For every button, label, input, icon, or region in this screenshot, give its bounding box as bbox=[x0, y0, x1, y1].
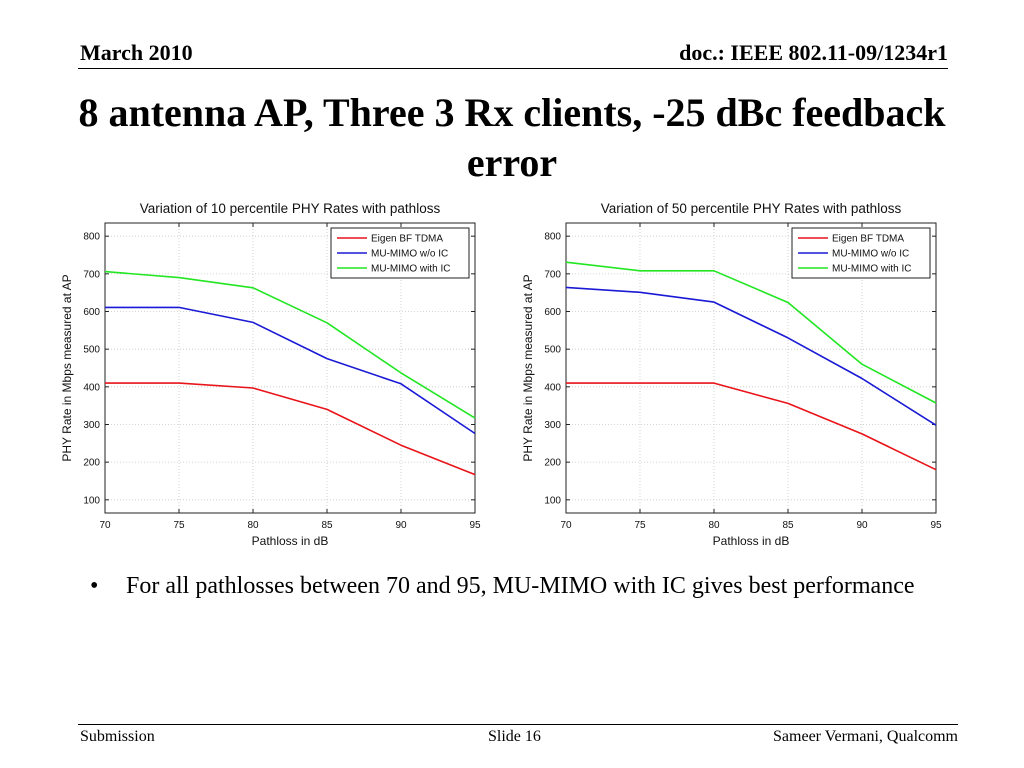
y-tick-label: 300 bbox=[544, 420, 561, 431]
y-tick-label: 500 bbox=[544, 345, 561, 356]
y-tick-label: 500 bbox=[83, 345, 100, 356]
footer-divider bbox=[78, 724, 958, 725]
y-tick-label: 200 bbox=[544, 458, 561, 469]
y-tick-label: 100 bbox=[83, 495, 100, 506]
x-tick-label: 80 bbox=[247, 520, 259, 531]
x-tick-label: 75 bbox=[634, 520, 646, 531]
legend: Eigen BF TDMA MU-MIMO w/o IC MU-MIMO with … bbox=[791, 227, 931, 279]
x-tick-label: 85 bbox=[782, 520, 794, 531]
bullet-symbol: • bbox=[90, 573, 99, 599]
series-line-3 bbox=[565, 261, 937, 404]
footer-slide-number: Slide 16 bbox=[488, 728, 541, 745]
footer-author: Sameer Vermani, Qualcomm bbox=[773, 728, 958, 745]
y-tick-label: 600 bbox=[544, 307, 561, 318]
series-line-1 bbox=[566, 382, 937, 471]
x-axis-label: Pathloss in dB bbox=[252, 534, 329, 548]
x-tick-label: 75 bbox=[173, 520, 185, 531]
bullet-text: For all pathlosses between 70 and 95, MU… bbox=[126, 573, 915, 599]
y-tick-label: 100 bbox=[544, 495, 561, 506]
footer-submission: Submission bbox=[80, 728, 155, 745]
chart-title: Variation of 10 percentile PHY Rates wit… bbox=[140, 201, 441, 216]
y-tick-label: 200 bbox=[83, 458, 100, 469]
legend-label-1: Eigen BF TDMA bbox=[371, 234, 443, 245]
header-doc-id: doc.: IEEE 802.11-09/1234r1 bbox=[679, 40, 948, 65]
series-line-2 bbox=[565, 286, 937, 426]
slide-title: 8 antenna AP, Three 3 Rx clients, -25 dB… bbox=[78, 90, 946, 185]
x-axis-label: Pathloss in dB bbox=[713, 534, 790, 548]
y-tick-label: 600 bbox=[83, 307, 100, 318]
y-tick-label: 700 bbox=[544, 269, 561, 280]
chart-10-percentile: Variation of 10 percentile PHY Rates wit… bbox=[50, 195, 520, 555]
chart-50-percentile: Variation of 50 percentile PHY Rates wit… bbox=[511, 195, 981, 555]
x-tick-label: 70 bbox=[99, 520, 111, 531]
series-line-2 bbox=[105, 306, 476, 435]
header-date: March 2010 bbox=[80, 40, 193, 65]
x-tick-label: 90 bbox=[395, 520, 407, 531]
legend: Eigen BF TDMA MU-MIMO w/o IC MU-MIMO with … bbox=[330, 227, 470, 279]
axes-box bbox=[565, 222, 937, 514]
x-tick-label: 95 bbox=[930, 520, 942, 531]
x-tick-label: 95 bbox=[469, 520, 481, 531]
y-axis-label: PHY Rate in Mbps measured at AP bbox=[521, 274, 535, 461]
y-tick-label: 700 bbox=[83, 269, 100, 280]
x-tick-label: 85 bbox=[321, 520, 333, 531]
x-tick-label: 80 bbox=[708, 520, 720, 531]
y-tick-label: 800 bbox=[83, 232, 100, 243]
x-tick-label: 70 bbox=[560, 520, 572, 531]
axes-box bbox=[104, 222, 476, 514]
chart-50-percentile-svg: Variation of 50 percentile PHY Rates wit… bbox=[521, 201, 942, 548]
y-tick-label: 800 bbox=[544, 232, 561, 243]
y-tick-label: 400 bbox=[544, 382, 561, 393]
legend-label-2: MU-MIMO w/o IC bbox=[371, 249, 448, 260]
header-divider bbox=[78, 68, 948, 69]
x-tick-label: 90 bbox=[856, 520, 868, 531]
series-line-3 bbox=[104, 270, 476, 419]
y-tick-label: 300 bbox=[83, 420, 100, 431]
legend-label-1: Eigen BF TDMA bbox=[832, 234, 904, 245]
legend-label-3: MU-MIMO with IC bbox=[832, 264, 911, 275]
y-tick-label: 400 bbox=[83, 382, 100, 393]
series-line-1 bbox=[105, 382, 476, 476]
chart-title: Variation of 50 percentile PHY Rates wit… bbox=[601, 201, 902, 216]
chart-10-percentile-svg: Variation of 10 percentile PHY Rates wit… bbox=[60, 201, 481, 548]
legend-label-2: MU-MIMO w/o IC bbox=[832, 249, 909, 260]
legend-label-3: MU-MIMO with IC bbox=[371, 264, 450, 275]
y-axis-label: PHY Rate in Mbps measured at AP bbox=[60, 274, 74, 461]
